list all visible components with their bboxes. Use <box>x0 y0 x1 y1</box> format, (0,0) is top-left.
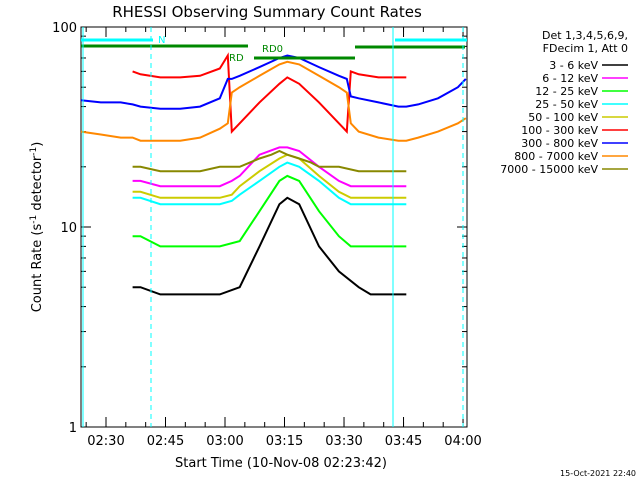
series-line-6 <box>80 54 467 110</box>
legend-entry-label: 3 - 6 keV <box>549 59 598 72</box>
y-axis-ticks: 1 10 100 <box>52 21 467 436</box>
plot-area: 1 10 100 02:30 02:45 03:00 03:15 03:30 03:45 04:… <box>52 21 482 449</box>
y-tick-label: 100 <box>52 21 77 36</box>
y-tick-label: 1 <box>69 421 77 436</box>
chart-title: RHESSI Observing Summary Count Rates <box>112 3 422 21</box>
plot-frame <box>80 26 468 428</box>
x-tick-label: 03:30 <box>325 434 362 449</box>
series-line-3 <box>132 161 407 206</box>
x-axis-ticks: 02:30 02:45 03:00 03:15 03:30 03:45 04:00 <box>85 27 482 449</box>
x-tick-label: 03:15 <box>266 434 303 449</box>
series-line-4 <box>132 153 407 199</box>
legend-entry-label: 300 - 800 keV <box>521 137 598 150</box>
x-tick-label: 02:30 <box>87 434 124 449</box>
legend-entry-label: 6 - 12 keV <box>542 72 598 85</box>
series-line-1 <box>132 146 407 188</box>
legend-header-line-1: Det 1,3,4,5,6,9, <box>542 29 628 42</box>
x-tick-label: 03:00 <box>206 434 243 449</box>
n-label: N <box>158 35 165 46</box>
series-line-8 <box>132 149 407 173</box>
rd-label: RD <box>229 53 244 64</box>
series-line-2 <box>132 174 407 248</box>
legend-entry-label: 100 - 300 keV <box>521 124 598 137</box>
legend-entry-label: 7000 - 15000 keV <box>500 163 598 176</box>
rd0-label: RD0 <box>262 44 283 55</box>
legend-entry-label: 12 - 25 keV <box>535 85 598 98</box>
series-line-0 <box>132 196 407 296</box>
legend: Det 1,3,4,5,6,9, FDecim 1, Att 0 3 - 6 k… <box>500 29 628 176</box>
legend-entry-label: 800 - 7000 keV <box>514 150 598 163</box>
legend-entry-label: 50 - 100 keV <box>528 111 598 124</box>
series-layer <box>80 52 467 296</box>
x-axis-title: Start Time (10-Nov-08 02:23:42) <box>175 456 387 471</box>
x-tick-label: 04:00 <box>444 434 481 449</box>
render-timestamp: 15-Oct-2021 22:40 <box>560 469 636 478</box>
legend-header-line-2: FDecim 1, Att 0 <box>543 42 628 55</box>
x-tick-label: 03:45 <box>385 434 422 449</box>
y-axis-title: Count Rate (s-1 detector-1) <box>29 142 45 313</box>
legend-entry-label: 25 - 50 keV <box>535 98 598 111</box>
series-line-7 <box>80 60 467 142</box>
x-tick-label: 02:45 <box>147 434 184 449</box>
series-line-5 <box>132 52 407 134</box>
annotation-layer: N RD RD0 <box>81 27 467 427</box>
y-tick-label: 10 <box>60 221 77 236</box>
